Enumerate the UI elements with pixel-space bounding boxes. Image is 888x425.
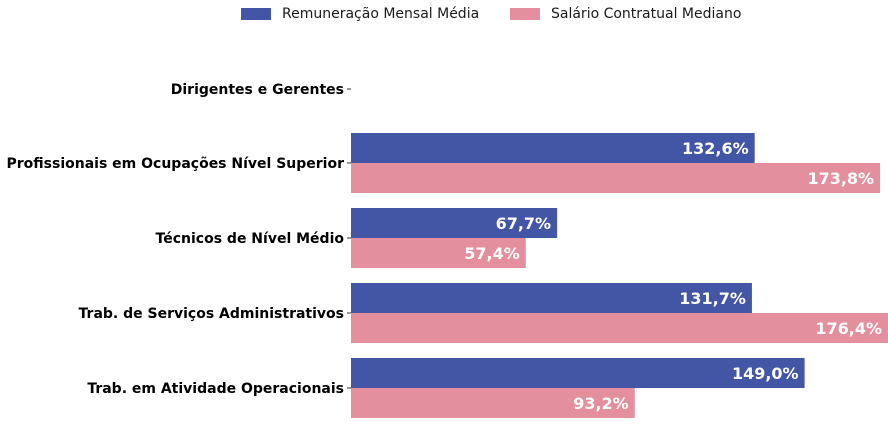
y-tick-label: Profissionais em Ocupações Nível Superio…: [7, 156, 345, 172]
data-label: 132,6%: [682, 139, 749, 158]
bar: [351, 238, 526, 268]
bar: [351, 283, 752, 313]
bar: [351, 388, 635, 418]
bar: [351, 163, 881, 193]
legend-swatch-remuneracao: [241, 8, 271, 20]
y-tick-label: Técnicos de Nível Médio: [156, 231, 345, 247]
legend-swatch-salario: [510, 8, 540, 20]
bar: [351, 208, 558, 238]
data-label: 149,0%: [732, 364, 799, 383]
data-label: 57,4%: [464, 244, 520, 263]
bar: [351, 313, 888, 343]
legend-item-remuneracao: Remuneração Mensal Média: [241, 4, 479, 24]
bar: [351, 358, 805, 388]
data-label: 176,4%: [815, 319, 882, 338]
legend: Remuneração Mensal Média Salário Contrat…: [0, 4, 888, 24]
data-label: 173,8%: [807, 169, 874, 188]
legend-label-salario: Salário Contratual Mediano: [551, 6, 742, 22]
data-label: 93,2%: [573, 394, 629, 413]
bar: [351, 133, 755, 163]
y-tick-label: Trab. de Serviços Administrativos: [79, 306, 344, 322]
legend-item-salario: Salário Contratual Mediano: [510, 4, 741, 24]
y-tick-label: Dirigentes e Gerentes: [171, 82, 344, 98]
y-tick-label: Trab. em Atividade Operacionais: [87, 381, 344, 397]
data-label: 131,7%: [679, 289, 746, 308]
legend-label-remuneracao: Remuneração Mensal Média: [282, 6, 480, 22]
data-label: 67,7%: [496, 214, 552, 233]
